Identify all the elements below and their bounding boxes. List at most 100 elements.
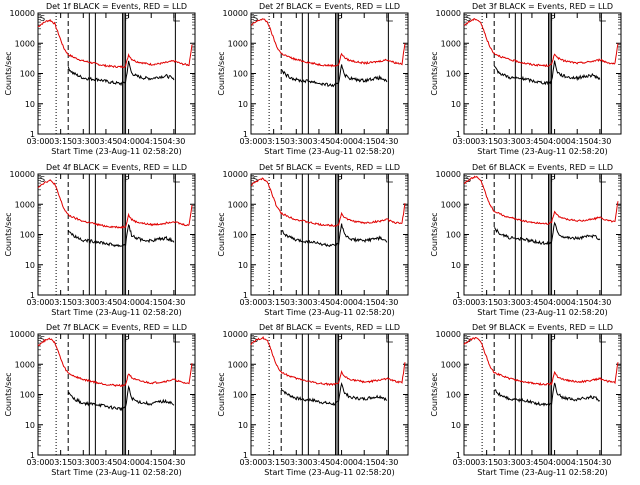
- y-tick-label: 10: [25, 421, 35, 430]
- lld-series-line: [37, 179, 193, 229]
- x-tick-label: 03:00: [239, 298, 262, 307]
- lld-series-line: [463, 18, 619, 68]
- y-tick-label: 100: [446, 391, 461, 400]
- y-tick-label: 1000: [15, 360, 35, 369]
- events-series-line: [280, 223, 388, 248]
- y-tick-label: 10000: [10, 330, 35, 339]
- y-axis-label: Counts/sec: [430, 51, 439, 95]
- x-tick-label: 04:15: [140, 137, 163, 146]
- x-tick-label: 03:00: [26, 458, 49, 467]
- x-tick-label: 03:00: [452, 137, 475, 146]
- corner-label: S: [466, 175, 471, 184]
- x-tick-label: 03:15: [262, 458, 285, 467]
- x-tick-label: 03:30: [285, 137, 308, 146]
- y-tick-label: 10: [238, 421, 248, 430]
- y-tick-label: 10: [238, 100, 248, 109]
- y-tick-label: 1: [456, 451, 461, 460]
- panel-title: Det 6f BLACK = Events, RED = LLD: [472, 163, 613, 172]
- y-tick-label: 1: [456, 130, 461, 139]
- x-tick-label: 03:30: [498, 458, 521, 467]
- y-tick-label: 1000: [228, 39, 248, 48]
- plot-frame: [37, 173, 196, 296]
- plot-frame: [463, 12, 622, 135]
- panel-title: Det 2f BLACK = Events, RED = LLD: [259, 2, 400, 11]
- y-tick-label: 1000: [228, 360, 248, 369]
- y-tick-label: 1: [456, 291, 461, 300]
- plot-frame: [37, 333, 196, 456]
- flag-bracket: [386, 176, 393, 183]
- y-tick-label: 10000: [10, 9, 35, 18]
- events-series-line: [493, 60, 601, 86]
- x-tick-label: 04:30: [588, 298, 611, 307]
- plot-frame: [37, 12, 196, 135]
- x-tick-label: 03:30: [72, 298, 95, 307]
- y-tick-label: 1: [30, 130, 35, 139]
- x-tick-label: 04:00: [330, 137, 353, 146]
- events-series-line: [494, 382, 601, 407]
- x-tick-label: 03:30: [285, 298, 308, 307]
- x-tick-label: 04:00: [117, 298, 140, 307]
- x-tick-label: 04:30: [375, 137, 398, 146]
- y-tick-label: 10000: [10, 170, 35, 179]
- y-tick-label: 10000: [436, 170, 461, 179]
- x-tick-label: 04:15: [140, 298, 163, 307]
- y-tick-label: 100: [233, 391, 248, 400]
- y-axis-label: Counts/sec: [4, 372, 13, 416]
- y-tick-label: 10: [451, 421, 461, 430]
- x-tick-label: 03:30: [498, 137, 521, 146]
- flag-label: P: [125, 335, 130, 344]
- x-tick-label: 04:15: [140, 458, 163, 467]
- x-tick-label: 04:00: [330, 458, 353, 467]
- corner-label: S: [253, 14, 258, 23]
- y-tick-label: 1000: [15, 39, 35, 48]
- x-tick-label: 04:15: [566, 137, 589, 146]
- x-tick-label: 03:15: [475, 298, 498, 307]
- x-tick-label: 03:45: [94, 298, 117, 307]
- y-axis-label: Counts/sec: [4, 212, 13, 256]
- x-tick-label: 03:30: [285, 458, 308, 467]
- corner-label: S: [40, 14, 45, 23]
- events-series-line: [281, 64, 388, 88]
- flag-label: P: [551, 335, 556, 344]
- x-tick-label: 03:45: [520, 458, 543, 467]
- events-series-line: [67, 385, 175, 412]
- x-tick-label: 04:00: [543, 137, 566, 146]
- flag-bracket: [173, 336, 180, 343]
- plot-frame: [250, 333, 409, 456]
- events-series-line: [493, 221, 601, 246]
- y-tick-label: 100: [20, 70, 35, 79]
- lld-series-line: [463, 336, 619, 386]
- lld-series-line: [463, 175, 619, 225]
- lld-series-line: [250, 335, 406, 387]
- x-tick-label: 04:00: [543, 298, 566, 307]
- x-tick-label: 04:30: [588, 137, 611, 146]
- y-tick-label: 10: [25, 100, 35, 109]
- x-tick-label: 03:15: [475, 137, 498, 146]
- x-axis-label: Start Time (23-Aug-11 02:58:20): [477, 308, 608, 317]
- x-tick-label: 04:00: [543, 458, 566, 467]
- flag-label: P: [338, 14, 343, 23]
- y-tick-label: 1: [243, 291, 248, 300]
- x-tick-label: 04:30: [162, 298, 185, 307]
- flag-bracket: [599, 176, 606, 183]
- x-tick-label: 03:45: [307, 458, 330, 467]
- y-axis-label: Counts/sec: [217, 51, 226, 95]
- panel-title: Det 8f BLACK = Events, RED = LLD: [259, 323, 400, 332]
- y-tick-label: 100: [233, 231, 248, 240]
- x-tick-label: 04:00: [330, 298, 353, 307]
- events-series-line: [280, 382, 388, 406]
- x-tick-label: 03:15: [49, 137, 72, 146]
- y-tick-label: 1: [30, 451, 35, 460]
- y-tick-label: 100: [20, 391, 35, 400]
- y-tick-label: 1: [243, 451, 248, 460]
- x-tick-label: 03:00: [239, 458, 262, 467]
- x-axis-label: Start Time (23-Aug-11 02:58:20): [264, 147, 395, 156]
- y-tick-label: 10000: [436, 330, 461, 339]
- x-axis-label: Start Time (23-Aug-11 02:58:20): [477, 468, 608, 477]
